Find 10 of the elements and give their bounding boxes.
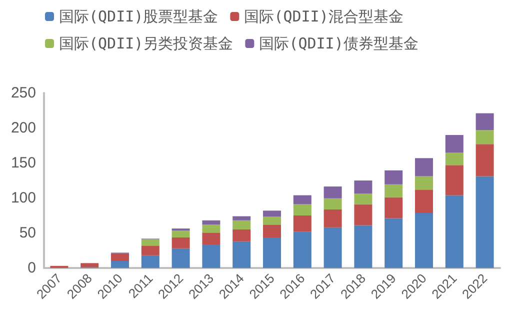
legend-label: 国际(QDII)混合型基金 [244, 8, 404, 26]
legend-label: 国际(QDII)另类投资基金 [59, 34, 234, 52]
y-tick-label: 50 [19, 224, 36, 242]
y-tick-label: 100 [10, 190, 36, 206]
y-tick-label: 200 [10, 120, 36, 136]
y-tick-label: 150 [10, 154, 36, 172]
legend-label: 国际(QDII)股票型基金 [59, 8, 218, 26]
y-tick-label: 0 [28, 260, 36, 276]
y-tick-label: 250 [10, 84, 36, 102]
legend-label: 国际(QDII)债券型基金 [259, 34, 418, 52]
